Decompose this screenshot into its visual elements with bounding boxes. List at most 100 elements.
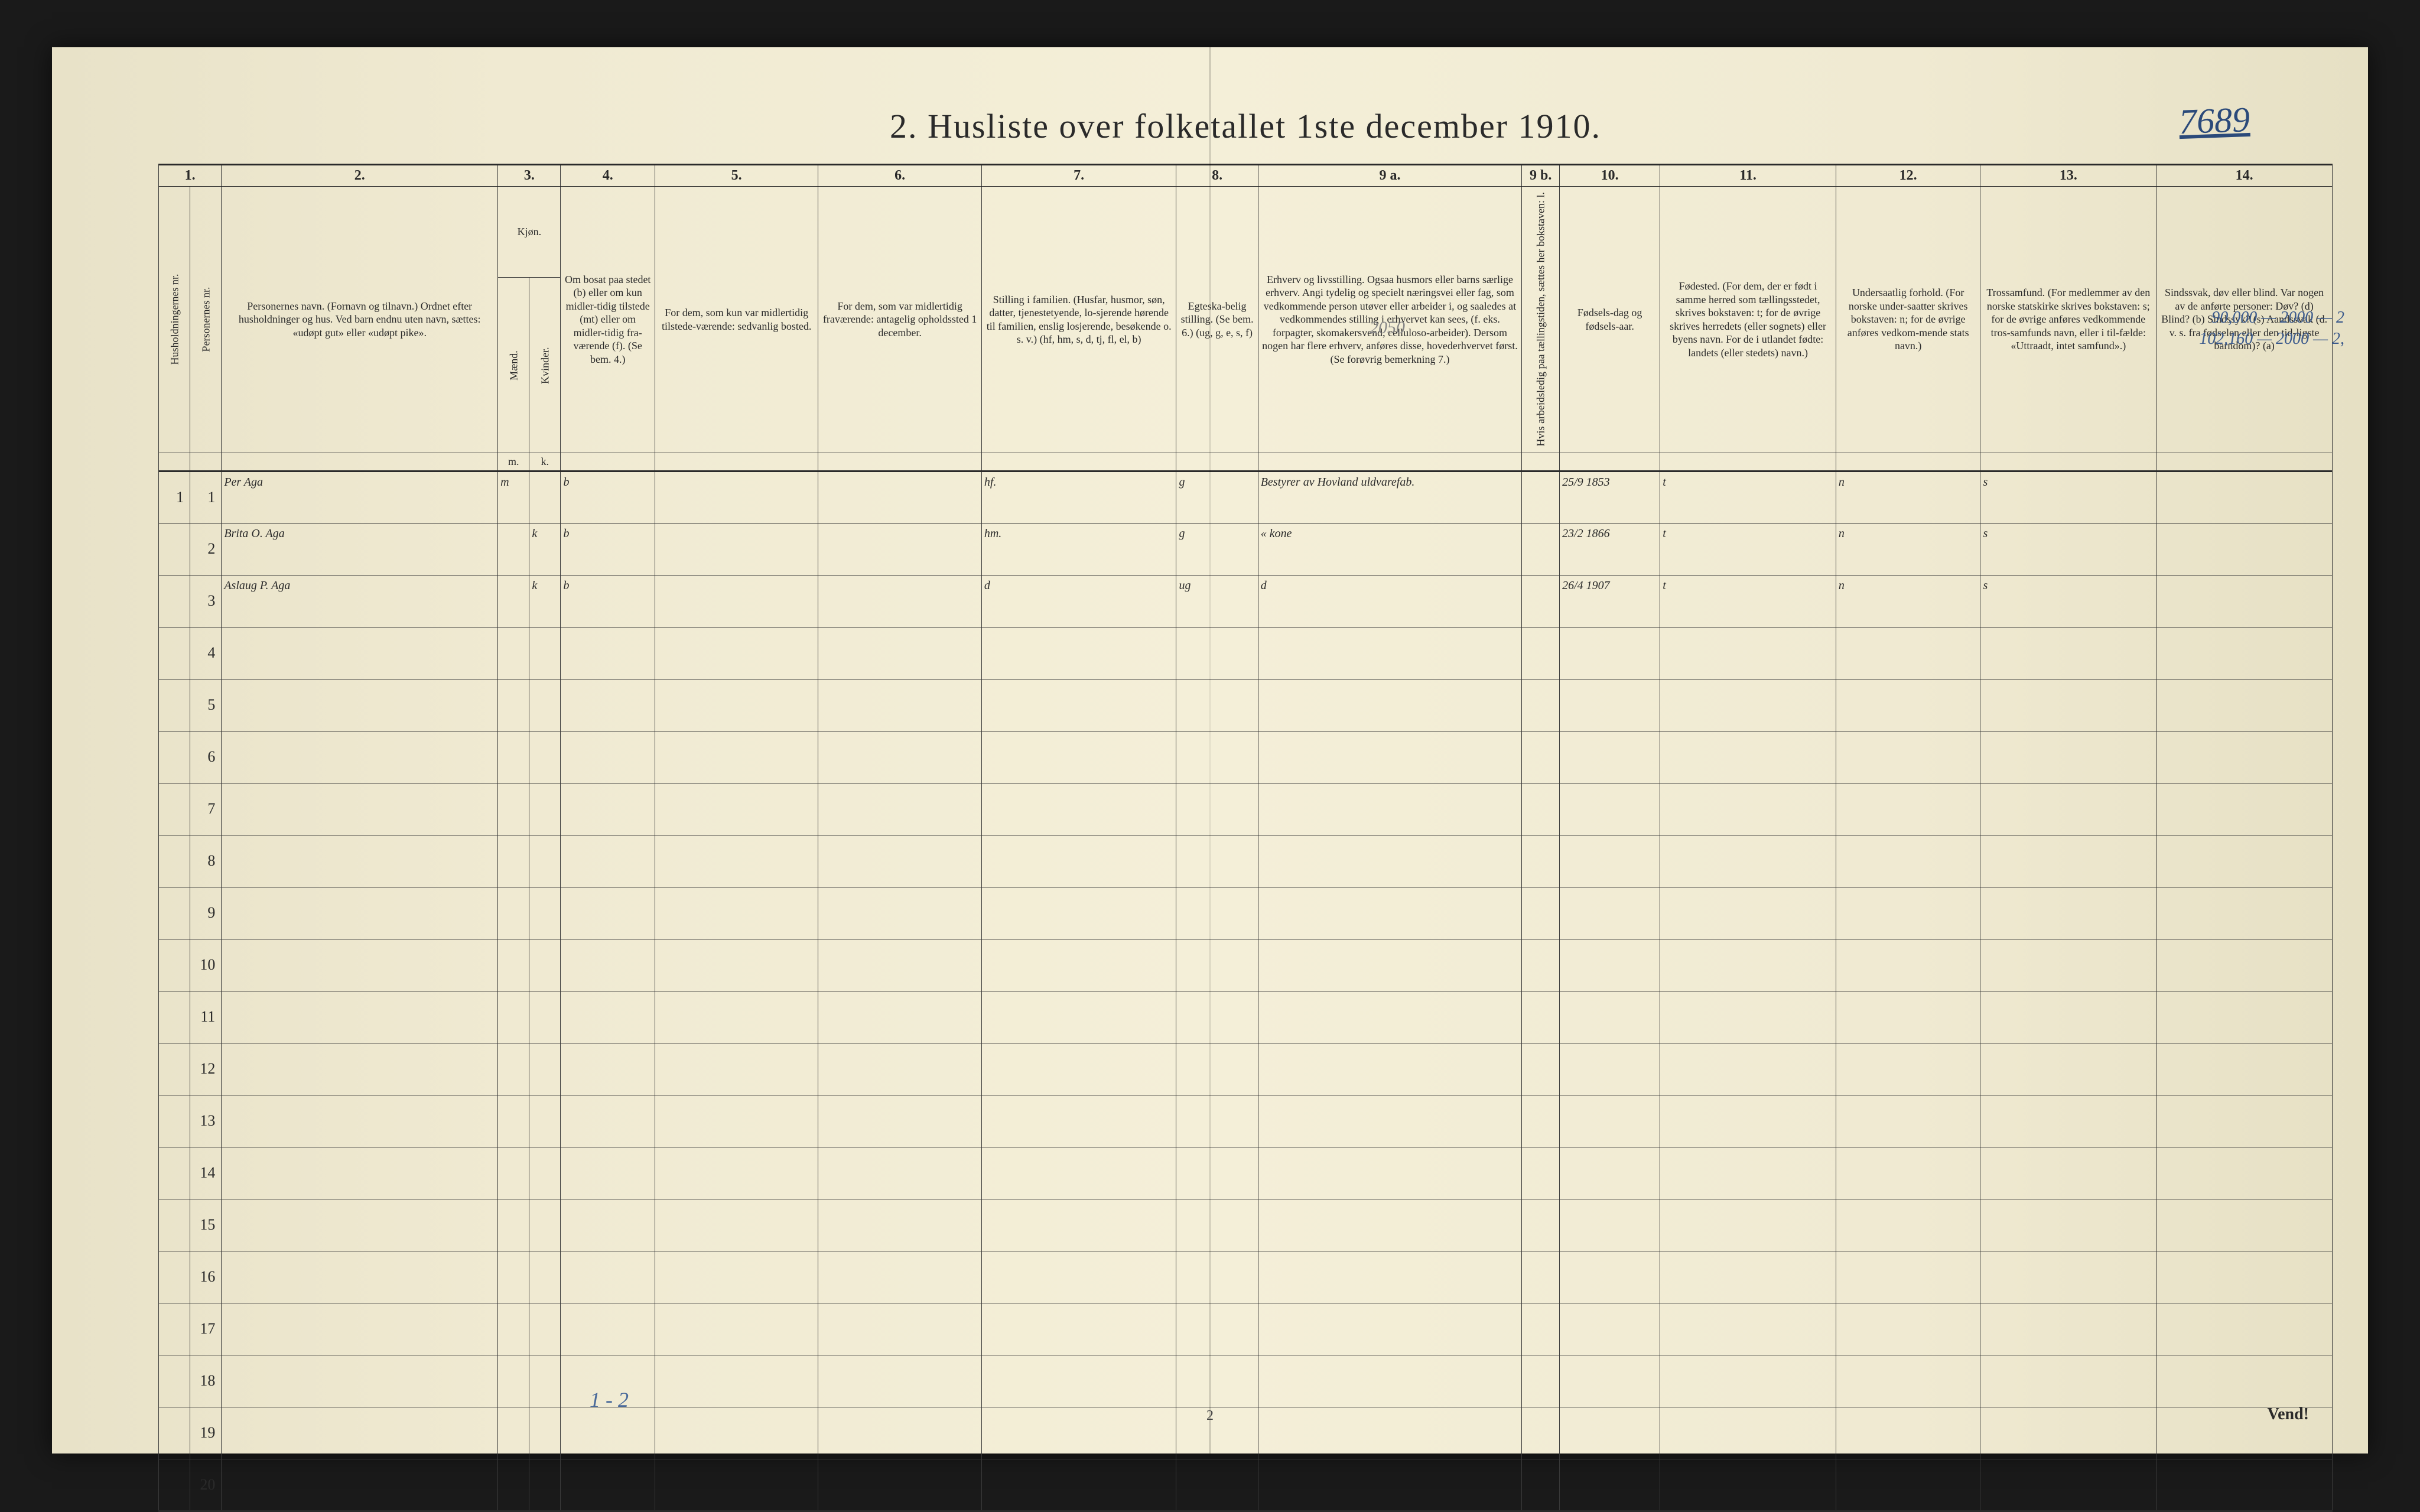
margin-note-right-2: 102,160 — 2000 — 2, — [2199, 330, 2344, 349]
blank — [1980, 453, 2156, 471]
cell-hnr — [159, 679, 190, 731]
hdr-maend: Mænd. — [498, 278, 529, 453]
cell — [655, 731, 818, 783]
colnum-12: 12. — [1836, 164, 1980, 186]
cell-hnr — [159, 1095, 190, 1147]
cell-bosat: b — [561, 523, 655, 575]
blank — [1836, 453, 1980, 471]
cell — [655, 991, 818, 1043]
colnum-10: 10. — [1560, 164, 1660, 186]
cell — [1522, 679, 1560, 731]
cell — [222, 731, 498, 783]
cell — [1176, 1199, 1258, 1251]
cell — [981, 1147, 1176, 1199]
cell-hnr — [159, 731, 190, 783]
cell — [1660, 1355, 1836, 1407]
cell — [1560, 1043, 1660, 1095]
cell — [1258, 783, 1522, 835]
cell — [1176, 731, 1258, 783]
cell — [981, 679, 1176, 731]
cell — [1980, 1043, 2156, 1095]
cell-c5 — [655, 471, 818, 523]
cell — [1522, 1407, 1560, 1459]
cell — [222, 627, 498, 679]
cell — [655, 1459, 818, 1511]
cell — [1176, 1251, 1258, 1303]
cell — [498, 991, 529, 1043]
cell — [981, 1095, 1176, 1147]
cell — [222, 783, 498, 835]
table-row: 17 — [159, 1303, 2333, 1355]
cell-erhverv: d — [1258, 575, 1522, 627]
cell — [1522, 1095, 1560, 1147]
cell — [529, 1303, 561, 1355]
cell — [1660, 1407, 1836, 1459]
cell — [1522, 939, 1560, 991]
cell — [529, 1147, 561, 1199]
cell — [2156, 731, 2333, 783]
cell-hnr — [159, 1043, 190, 1095]
cell — [1980, 1251, 2156, 1303]
cell-k: k — [529, 575, 561, 627]
hdr-navn: Personernes navn. (Fornavn og tilnavn.) … — [222, 186, 498, 453]
cell — [222, 1199, 498, 1251]
cell — [818, 939, 981, 991]
title-row: 2. Husliste over folketallet 1ste decemb… — [158, 106, 2333, 146]
cell — [561, 1407, 655, 1459]
cell — [1176, 1303, 1258, 1355]
cell — [1560, 1303, 1660, 1355]
hdr-stilling-familie: Stilling i familien. (Husfar, husmor, sø… — [981, 186, 1176, 453]
cell — [1258, 1355, 1522, 1407]
cell-c5 — [655, 575, 818, 627]
cell-pnr: 16 — [190, 1251, 222, 1303]
table-row: 3 Aslaug P. Aga k b d ug d 26/4 1907 t n… — [159, 575, 2333, 627]
cell-pnr: 6 — [190, 731, 222, 783]
cell-hnr — [159, 627, 190, 679]
blank — [1176, 453, 1258, 471]
table-row: 5 — [159, 679, 2333, 731]
hdr-trossamfund: Trossamfund. (For medlemmer av den norsk… — [1980, 186, 2156, 453]
blank — [1522, 453, 1560, 471]
table-row: 1 1 Per Aga m b hf. g Bestyrer av Hovlan… — [159, 471, 2333, 523]
cell-pnr: 9 — [190, 887, 222, 939]
cell — [561, 1303, 655, 1355]
cell-k — [529, 471, 561, 523]
cell — [561, 679, 655, 731]
cell-fodested: t — [1660, 523, 1836, 575]
cell-pnr: 8 — [190, 835, 222, 887]
cell — [1836, 1407, 1980, 1459]
cell — [1560, 783, 1660, 835]
cell — [1176, 1043, 1258, 1095]
cell-k: k — [529, 523, 561, 575]
hdr-arbeidsledig: Hvis arbeidsledig paa tællingstiden, sæt… — [1522, 186, 1560, 453]
cell — [981, 887, 1176, 939]
cell — [498, 679, 529, 731]
cell — [818, 1355, 981, 1407]
cell — [2156, 1303, 2333, 1355]
cell — [1836, 1199, 1980, 1251]
cell — [1980, 679, 2156, 731]
cell — [1660, 1095, 1836, 1147]
cell — [818, 991, 981, 1043]
cell — [1980, 1355, 2156, 1407]
hdr-fodested: Fødested. (For dem, der er født i samme … — [1660, 186, 1836, 453]
blank — [159, 453, 190, 471]
cell — [1258, 1147, 1522, 1199]
page-title: 2. Husliste over folketallet 1ste decemb… — [890, 107, 1601, 145]
cell — [1560, 939, 1660, 991]
cell — [1176, 1407, 1258, 1459]
cell — [1836, 1459, 1980, 1511]
cell-m — [498, 575, 529, 627]
cell — [222, 679, 498, 731]
blank — [2156, 453, 2333, 471]
cell-pnr: 19 — [190, 1407, 222, 1459]
cell — [981, 1459, 1176, 1511]
cell — [222, 887, 498, 939]
blank — [1258, 453, 1522, 471]
cell — [529, 835, 561, 887]
cell — [2156, 887, 2333, 939]
cell-pnr: 2 — [190, 523, 222, 575]
table-row: 16 — [159, 1251, 2333, 1303]
cell-hnr — [159, 1407, 190, 1459]
cell — [655, 1251, 818, 1303]
